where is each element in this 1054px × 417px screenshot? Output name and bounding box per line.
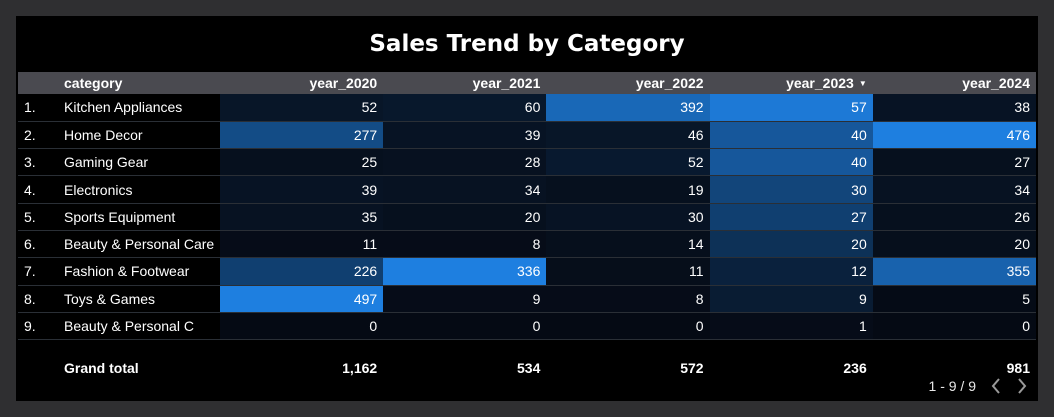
pagination-range: 1 - 9 / 9 bbox=[928, 378, 976, 394]
row-number: 2. bbox=[18, 121, 58, 150]
value-cell-year-2022: 8 bbox=[546, 285, 710, 313]
value-cell-year-2020: 226 bbox=[220, 257, 384, 286]
value-cell-year-2020: 39 bbox=[220, 175, 384, 204]
table-row[interactable]: 8. Toys & Games 497 9 8 9 5 bbox=[18, 285, 1036, 313]
grand-total-row: Grand total 1,162 534 572 236 981 bbox=[18, 340, 1036, 396]
value-cell-year-2023: 40 bbox=[709, 121, 873, 150]
value-cell-year-2021: 28 bbox=[383, 148, 547, 177]
value-cell-year-2023: 27 bbox=[709, 203, 873, 231]
header-year-2022[interactable]: year_2022 bbox=[546, 72, 710, 94]
grand-total-spacer bbox=[18, 340, 58, 396]
table-row[interactable]: 7. Fashion & Footwear 226 336 11 12 355 bbox=[18, 257, 1036, 286]
row-number: 1. bbox=[18, 94, 58, 122]
table-row[interactable]: 4. Electronics 39 34 19 30 34 bbox=[18, 175, 1036, 204]
value-cell-year-2024: 20 bbox=[872, 230, 1036, 259]
table-row[interactable]: 2. Home Decor 277 39 46 40 476 bbox=[18, 121, 1036, 150]
value-cell-year-2024: 476 bbox=[872, 121, 1036, 150]
row-number: 4. bbox=[18, 175, 58, 204]
header-year-2021[interactable]: year_2021 bbox=[383, 72, 547, 94]
value-cell-year-2022: 11 bbox=[546, 257, 710, 286]
row-number: 3. bbox=[18, 148, 58, 177]
value-cell-year-2024: 0 bbox=[872, 312, 1036, 341]
row-number: 7. bbox=[18, 257, 58, 286]
category-cell: Kitchen Appliances bbox=[58, 94, 220, 122]
value-cell-year-2020: 497 bbox=[220, 285, 384, 313]
value-cell-year-2024: 27 bbox=[872, 148, 1036, 177]
table-panel: Sales Trend by Category category year_20… bbox=[16, 16, 1038, 401]
value-cell-year-2021: 20 bbox=[383, 203, 547, 231]
value-cell-year-2021: 336 bbox=[383, 257, 547, 286]
value-cell-year-2024: 26 bbox=[872, 203, 1036, 231]
value-cell-year-2023: 40 bbox=[709, 148, 873, 177]
grand-total-year-2024: 981 bbox=[1006, 359, 1030, 376]
value-cell-year-2022: 0 bbox=[546, 312, 710, 341]
value-cell-year-2021: 39 bbox=[383, 121, 547, 150]
pagination: 1 - 9 / 9 bbox=[929, 375, 1028, 397]
value-cell-year-2024: 355 bbox=[872, 257, 1036, 286]
header-year-2023-label: year_2023 bbox=[786, 75, 854, 91]
value-cell-year-2022: 19 bbox=[546, 175, 710, 204]
value-cell-year-2023: 12 bbox=[709, 257, 873, 286]
value-cell-year-2022: 46 bbox=[546, 121, 710, 150]
category-cell: Beauty & Personal C bbox=[58, 312, 220, 341]
value-cell-year-2020: 25 bbox=[220, 148, 384, 177]
table-row[interactable]: 5. Sports Equipment 35 20 30 27 26 bbox=[18, 203, 1036, 231]
table-row[interactable]: 1. Kitchen Appliances 52 60 392 57 38 bbox=[18, 94, 1036, 122]
table-row[interactable]: 6. Beauty & Personal Care 11 8 14 20 20 bbox=[18, 230, 1036, 259]
value-cell-year-2022: 392 bbox=[546, 94, 710, 122]
value-cell-year-2021: 9 bbox=[383, 285, 547, 313]
data-table: category year_2020 year_2021 year_2022 y… bbox=[18, 72, 1036, 396]
grand-total-year-2023: 236 bbox=[843, 359, 867, 376]
header-year-2023[interactable]: year_2023 ▼ bbox=[709, 72, 873, 94]
value-cell-year-2024: 34 bbox=[872, 175, 1036, 204]
value-cell-year-2022: 52 bbox=[546, 148, 710, 177]
chart-title: Sales Trend by Category bbox=[369, 31, 685, 57]
header-year-2020[interactable]: year_2020 bbox=[220, 72, 384, 94]
grand-total-year-2022: 572 bbox=[680, 359, 704, 376]
category-cell: Home Decor bbox=[58, 121, 220, 150]
category-cell: Gaming Gear bbox=[58, 148, 220, 177]
row-number: 8. bbox=[18, 285, 58, 313]
value-cell-year-2020: 35 bbox=[220, 203, 384, 231]
value-cell-year-2024: 5 bbox=[872, 285, 1036, 313]
value-cell-year-2023: 20 bbox=[709, 230, 873, 259]
value-cell-year-2021: 34 bbox=[383, 175, 547, 204]
value-cell-year-2024: 38 bbox=[872, 94, 1036, 122]
value-cell-year-2021: 8 bbox=[383, 230, 547, 259]
category-cell: Toys & Games bbox=[58, 285, 220, 313]
header-row-number bbox=[18, 72, 58, 94]
category-cell: Sports Equipment bbox=[58, 203, 220, 231]
header-row: category year_2020 year_2021 year_2022 y… bbox=[18, 72, 1036, 94]
value-cell-year-2022: 14 bbox=[546, 230, 710, 259]
header-year-2024[interactable]: year_2024 bbox=[872, 72, 1036, 94]
value-cell-year-2020: 52 bbox=[220, 94, 384, 122]
grand-total-year-2020: 1,162 bbox=[342, 359, 378, 376]
value-cell-year-2022: 30 bbox=[546, 203, 710, 231]
value-cell-year-2021: 0 bbox=[383, 312, 547, 341]
row-number: 5. bbox=[18, 203, 58, 231]
category-cell: Beauty & Personal Care bbox=[58, 230, 220, 259]
grand-total-label: Grand total bbox=[64, 359, 139, 376]
value-cell-year-2021: 60 bbox=[383, 94, 547, 122]
chevron-left-icon[interactable] bbox=[990, 377, 1002, 395]
category-cell: Electronics bbox=[58, 175, 220, 204]
value-cell-year-2020: 0 bbox=[220, 312, 384, 341]
value-cell-year-2023: 30 bbox=[709, 175, 873, 204]
chevron-right-icon[interactable] bbox=[1016, 377, 1028, 395]
value-cell-year-2020: 277 bbox=[220, 121, 384, 150]
header-category[interactable]: category bbox=[58, 72, 220, 94]
grand-total-year-2021: 534 bbox=[517, 359, 541, 376]
table-row[interactable]: 3. Gaming Gear 25 28 52 40 27 bbox=[18, 148, 1036, 177]
value-cell-year-2023: 57 bbox=[709, 94, 873, 122]
value-cell-year-2020: 11 bbox=[220, 230, 384, 259]
value-cell-year-2023: 9 bbox=[709, 285, 873, 313]
category-cell: Fashion & Footwear bbox=[58, 257, 220, 286]
sort-descending-icon[interactable]: ▼ bbox=[858, 78, 867, 88]
row-number: 6. bbox=[18, 230, 58, 259]
value-cell-year-2023: 1 bbox=[709, 312, 873, 341]
row-number: 9. bbox=[18, 312, 58, 341]
